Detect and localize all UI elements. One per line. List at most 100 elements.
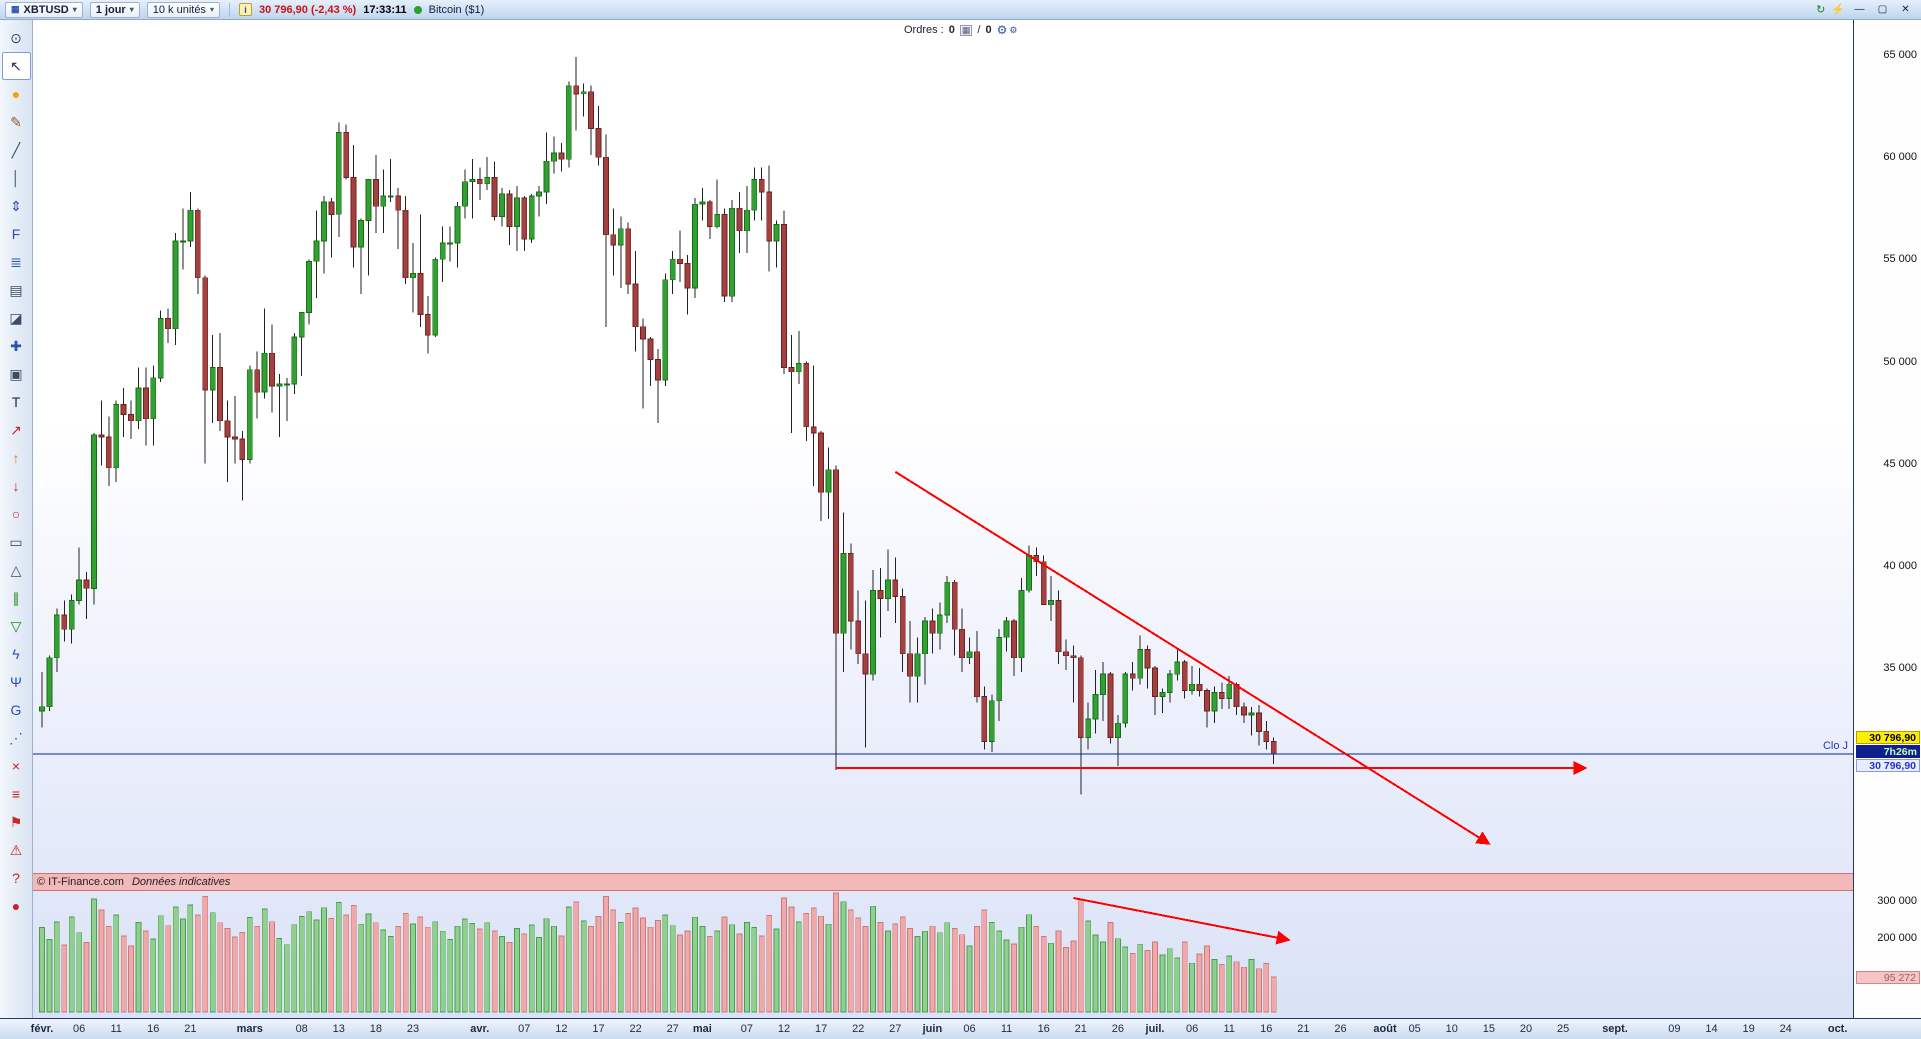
time-axis-label: 16	[1037, 1023, 1050, 1035]
copyright-label: © IT-Finance.com	[37, 876, 124, 888]
tool-duplicate[interactable]: ▣	[2, 360, 31, 388]
tool-draw[interactable]: ✎	[2, 108, 31, 136]
time-axis-label: sept.	[1602, 1023, 1628, 1035]
tool-help[interactable]: ?	[2, 864, 31, 892]
time-axis-label: mai	[692, 1023, 712, 1035]
orders-separator: /	[977, 24, 981, 36]
tool-zoom[interactable]: ⊙	[2, 24, 31, 52]
last-price-badge: 30 796,90	[1856, 731, 1920, 744]
maximize-button[interactable]: ▢	[1877, 4, 1888, 15]
alert-icon: ●	[11, 86, 21, 102]
time-axis-label: août	[1373, 1023, 1397, 1035]
units-label: 10 k unités	[152, 3, 206, 16]
instrument-name-label: Bitcoin ($1)	[428, 3, 485, 16]
tool-arrow-down[interactable]: ↓	[2, 472, 31, 500]
tool-flag[interactable]: ⚑	[2, 808, 31, 836]
arrow-ne-icon: ↗	[10, 421, 22, 438]
triangle-icon: △	[10, 561, 22, 578]
window-controls: ↻ ⚡ — ▢ ✕	[1816, 2, 1916, 17]
tool-rectangle[interactable]: ▭	[2, 528, 31, 556]
tool-parallel[interactable]: ≡	[2, 780, 31, 808]
titlebar: ▦ XBTUSD ▾ 1 jour ▾ 10 k unités ▾ i 30 7…	[0, 0, 1921, 20]
tool-fan[interactable]: ⋰	[2, 724, 31, 752]
clock-readout: 17:33:11	[363, 3, 407, 16]
info-icon[interactable]: i	[238, 3, 252, 16]
tool-record[interactable]: ●	[2, 892, 31, 920]
move-icon: ✚	[10, 337, 22, 354]
tool-alert[interactable]: ●	[2, 80, 31, 108]
orders-settings-icon[interactable]: ⚙	[996, 23, 1008, 37]
cursor-icon: ↖	[10, 57, 22, 74]
volume-arrow-annotation[interactable]	[1073, 897, 1291, 945]
close-button[interactable]: ✕	[1901, 4, 1910, 15]
tool-pitchfork[interactable]: Ψ	[2, 668, 31, 696]
units-select[interactable]: 10 k unités ▾	[146, 1, 220, 18]
tool-delete[interactable]: ×	[2, 752, 31, 780]
orders-list-icon[interactable]: ▦	[959, 24, 973, 36]
tool-levels[interactable]: ≣	[2, 248, 31, 276]
rectangle-icon: ▭	[9, 533, 23, 550]
ellipse-icon: ○	[11, 506, 21, 522]
time-axis-label: 15	[1482, 1023, 1496, 1035]
tool-trash[interactable]: ▤	[2, 276, 31, 304]
time-axis-label: 26	[1334, 1023, 1347, 1035]
tool-ellipse[interactable]: ○	[2, 500, 31, 528]
tool-vertical-line[interactable]: │	[2, 164, 31, 192]
tool-warning[interactable]: ⚠	[2, 836, 31, 864]
time-axis-label: 11	[1223, 1023, 1235, 1035]
tool-cursor[interactable]: ↖	[1, 52, 31, 80]
orders-label: Ordres :	[904, 24, 944, 36]
last-price-value: 30 796,90	[258, 3, 308, 16]
time-axis-label: 22	[852, 1023, 865, 1035]
tool-arrow-ne[interactable]: ↗	[2, 416, 31, 444]
tool-triangle[interactable]: △	[2, 556, 31, 584]
tool-extend-line[interactable]: ⇕	[2, 192, 31, 220]
flag-icon: ⚑	[9, 813, 23, 830]
time-axis-label: 12	[777, 1023, 791, 1035]
time-axis[interactable]: févr. 06 11 16 21 mars 08 13 18 23 avr. 07 12 17 22 27 m…	[0, 1018, 1921, 1039]
tool-fibonacci[interactable]: F	[2, 220, 31, 248]
lightning-icon[interactable]: ⚡	[1831, 4, 1845, 16]
minimize-button[interactable]: —	[1854, 4, 1865, 15]
time-axis-label: 12	[555, 1023, 568, 1035]
chevron-down-icon: ▾	[129, 5, 134, 14]
time-axis-label: 05	[1408, 1023, 1421, 1035]
zoom-icon: ⊙	[10, 29, 22, 46]
price-axis[interactable]: 30 796,90 7h26m 30 796,90 95 272 65 000 6…	[1853, 20, 1921, 1018]
price-axis-label: 60 000	[1883, 151, 1917, 164]
tool-eraser[interactable]: ◪	[2, 304, 31, 332]
warning-icon: ⚠	[9, 841, 23, 858]
refresh-icon[interactable]: ↻	[1816, 4, 1826, 16]
change-percent: (-2,43 %)	[310, 3, 357, 16]
price-axis-label: 40 000	[1883, 559, 1917, 572]
orders-settings-small-icon[interactable]: ⚙	[1009, 24, 1018, 35]
time-axis-label: févr.	[30, 1023, 54, 1035]
tool-gann[interactable]: G	[2, 696, 31, 724]
tool-channel[interactable]: ∥	[2, 584, 31, 612]
extend-line-icon: ⇕	[10, 197, 22, 214]
draw-icon: ✎	[10, 113, 22, 130]
parallel-icon: ≡	[11, 786, 21, 802]
tool-move[interactable]: ✚	[2, 332, 31, 360]
time-axis-label: 17	[814, 1023, 828, 1035]
data-provider-strip: © IT-Finance.com Données indicatives	[33, 873, 1853, 891]
tool-pattern[interactable]: ▽	[2, 612, 31, 640]
symbol-select[interactable]: ▦ XBTUSD ▾	[5, 1, 83, 18]
trendline-annotation[interactable]	[894, 470, 1491, 845]
tool-text[interactable]: T	[2, 388, 31, 416]
price-axis-label: 35 000	[1883, 662, 1917, 674]
tool-trend-line[interactable]: ╱	[2, 136, 31, 164]
delete-icon: ×	[11, 758, 21, 774]
time-axis-label: 06	[72, 1023, 86, 1035]
time-axis-label: juil.	[1145, 1023, 1165, 1035]
chart-canvas[interactable]	[33, 20, 1853, 1018]
timeframe-select[interactable]: 1 jour ▾	[89, 1, 140, 18]
time-axis-label: 07	[518, 1023, 531, 1035]
tool-zigzag[interactable]: ϟ	[2, 640, 31, 668]
time-axis-label: 11	[1000, 1023, 1013, 1035]
time-axis-label: 18	[369, 1023, 383, 1035]
text-icon: T	[11, 394, 21, 410]
tool-arrow-up[interactable]: ↑	[2, 444, 31, 472]
time-axis-label: 16	[1260, 1023, 1273, 1035]
time-axis-label: 16	[147, 1023, 160, 1035]
